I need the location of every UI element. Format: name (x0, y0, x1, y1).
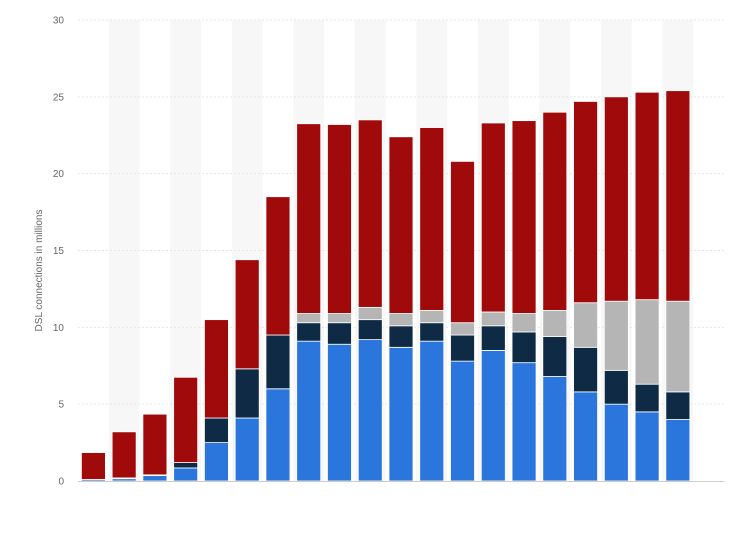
bar-segment (173, 376, 199, 463)
bar-segment (665, 300, 691, 393)
bar-segment (542, 336, 568, 377)
bar-segment (480, 311, 506, 327)
bar-segment (296, 322, 322, 342)
bar-segment (327, 322, 352, 345)
bar-segment (388, 136, 414, 314)
bar-segment (542, 111, 568, 311)
bar-segment (204, 319, 229, 419)
bar-segment (234, 368, 260, 419)
bar-segment (419, 127, 445, 311)
y-tick-label: 15 (53, 246, 65, 257)
bar-segment (327, 313, 352, 324)
bar-segment (450, 360, 475, 482)
y-axis-title: DSL connections in millions (34, 210, 45, 332)
bar-segment (357, 319, 383, 341)
bar-segment (173, 467, 199, 482)
bar-segment (296, 313, 322, 324)
bar-segment (603, 96, 629, 302)
y-tick-label: 10 (53, 323, 65, 334)
bar-segment (265, 196, 291, 336)
y-axis-tick-labels: 0 5 10 15 20 25 30 (53, 16, 65, 488)
bar-segment (265, 334, 291, 390)
bar-segment (480, 349, 506, 482)
bar-segment (357, 339, 383, 482)
bar-segment (388, 325, 414, 348)
bar-segment (573, 302, 598, 348)
y-tick-label: 0 (58, 477, 64, 488)
bar-segment (234, 259, 260, 370)
bar-segment (327, 343, 352, 482)
bar-segment (511, 331, 537, 364)
bar-segment (480, 325, 506, 351)
bar-segment (665, 419, 691, 482)
bar-segment (542, 310, 568, 337)
bar-segment (511, 362, 537, 482)
bar-segment (204, 442, 229, 482)
y-tick-label: 5 (58, 400, 64, 411)
bar-segment (665, 90, 691, 302)
bar-segment (296, 340, 322, 482)
bar-segment (603, 369, 629, 405)
y-tick-label: 20 (53, 169, 65, 180)
bar-segment (296, 123, 322, 314)
bar-segment (573, 391, 598, 482)
bar-segment (357, 119, 383, 308)
bar-segment (419, 322, 445, 342)
bar-segment (234, 417, 260, 482)
bar-segment (573, 346, 598, 393)
bar-segment (204, 417, 229, 443)
bar-segment (511, 313, 537, 333)
y-tick-label: 25 (53, 92, 65, 103)
bar-segment (665, 391, 691, 420)
bar-segment (357, 306, 383, 321)
bar-segment (142, 413, 168, 476)
bar-segment (634, 383, 660, 413)
bar-segment (419, 340, 445, 482)
bar-segment (111, 431, 137, 479)
bar-segment (450, 160, 475, 324)
bar-segment (634, 411, 660, 482)
bar-segment (542, 376, 568, 482)
bar-segment (480, 122, 506, 313)
bar-segment (634, 299, 660, 385)
bars (80, 90, 691, 482)
bar-segment (603, 403, 629, 482)
bar-segment (450, 334, 475, 362)
bar-segment (634, 91, 660, 301)
bar-segment (388, 313, 414, 327)
bar-segment (573, 101, 598, 304)
bar-segment (173, 462, 199, 469)
bar-segment (511, 120, 537, 314)
bar-segment (265, 388, 291, 482)
bar-segment (327, 124, 352, 314)
bar-segment (388, 346, 414, 482)
bar-segment (419, 310, 445, 324)
y-tick-label: 30 (53, 16, 65, 27)
bar-segment (603, 300, 629, 371)
bar-segment (142, 475, 168, 482)
bar-segment (80, 452, 106, 480)
bar-segment (450, 322, 475, 336)
